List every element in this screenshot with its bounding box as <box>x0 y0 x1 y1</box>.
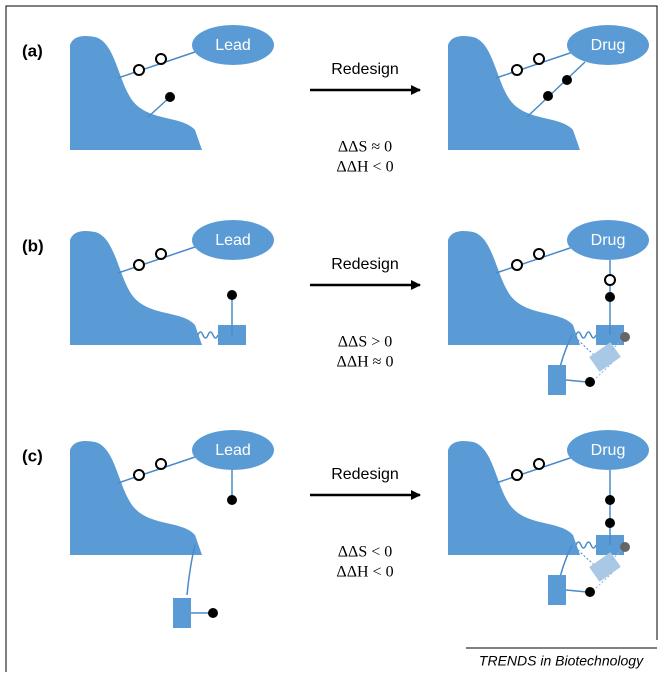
protein <box>448 231 580 345</box>
ligand-label: Drug <box>591 442 626 459</box>
filled-group <box>227 290 237 300</box>
open-group <box>134 65 144 75</box>
anchor-group <box>589 342 621 372</box>
filled-group <box>620 332 630 342</box>
bond <box>527 62 585 117</box>
filled-group <box>605 495 615 505</box>
linker <box>576 542 596 548</box>
filled-group <box>165 92 175 102</box>
protein <box>70 441 202 555</box>
arrow-label: Redesign <box>331 256 399 273</box>
filled-group <box>227 495 237 505</box>
filled-group <box>562 75 572 85</box>
filled-group <box>620 542 630 552</box>
panel-label: (b) <box>22 236 44 255</box>
protein <box>70 231 202 345</box>
filled-group <box>208 608 218 618</box>
open-group <box>534 249 544 259</box>
figure: TRENDS in Biotechnology (a) Lead Drug Redes… <box>0 0 665 674</box>
arrow-label: Redesign <box>331 61 399 78</box>
footer: TRENDS in Biotechnology <box>479 653 644 669</box>
filled-group <box>605 518 615 528</box>
bond <box>566 380 587 382</box>
anchor-group <box>548 575 566 605</box>
open-group <box>156 54 166 64</box>
open-group <box>605 275 615 285</box>
ligand-label: Lead <box>215 442 251 459</box>
filled-group <box>585 377 595 387</box>
delta-h: ΔΔH < 0 <box>336 159 393 176</box>
ligand-label: Lead <box>215 37 251 54</box>
delta-s: ΔΔS < 0 <box>338 544 393 561</box>
anchor-group <box>548 365 566 395</box>
filled-group <box>605 292 615 302</box>
open-group <box>512 65 522 75</box>
ligand-label: Drug <box>591 232 626 249</box>
panel-label: (a) <box>22 41 43 60</box>
delta-s: ΔΔS > 0 <box>338 334 393 351</box>
arrow-label: Redesign <box>331 466 399 483</box>
ligand-label: Drug <box>591 37 626 54</box>
filled-group <box>543 91 553 101</box>
open-group <box>156 459 166 469</box>
open-group <box>512 260 522 270</box>
open-group <box>134 260 144 270</box>
filled-group <box>585 587 595 597</box>
delta-h: ΔΔH < 0 <box>336 564 393 581</box>
delta-h: ΔΔH ≈ 0 <box>337 354 394 371</box>
open-group <box>512 470 522 480</box>
ligand-label: Lead <box>215 232 251 249</box>
bond <box>566 590 587 592</box>
panel-label: (c) <box>22 446 43 465</box>
protein <box>448 36 580 150</box>
open-group <box>156 249 166 259</box>
open-group <box>534 54 544 64</box>
anchor-group <box>173 598 191 628</box>
open-group <box>134 470 144 480</box>
linker <box>576 332 596 338</box>
delta-s: ΔΔS ≈ 0 <box>338 139 392 156</box>
linker <box>198 332 218 338</box>
open-group <box>534 459 544 469</box>
anchor-group <box>589 552 621 582</box>
protein <box>448 441 580 555</box>
protein <box>70 36 202 150</box>
